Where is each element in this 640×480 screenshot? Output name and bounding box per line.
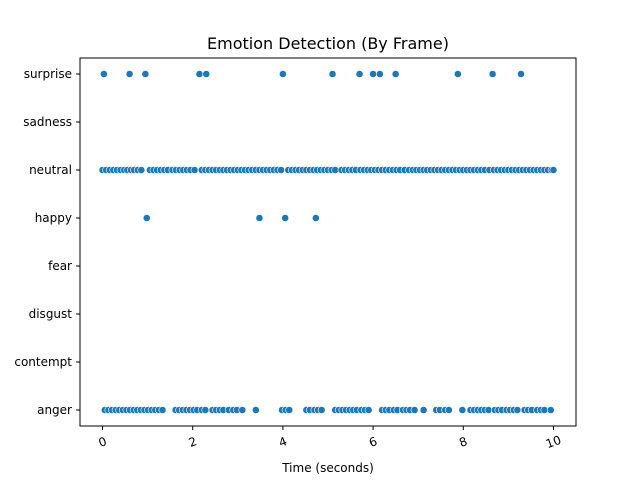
data-point-surprise [355,70,364,78]
data-point-neutral [137,166,146,174]
data-point-surprise [141,70,150,78]
data-point-anger [546,406,555,414]
data-point-happy [255,214,264,222]
y-tick-label-contempt: contempt [14,355,72,369]
data-point-surprise [517,70,525,78]
data-point-anger [410,406,419,414]
y-tick-label-sadness: sadness [23,115,72,129]
data-point-anger [444,406,453,414]
x-axis-label: Time (seconds) [281,461,374,475]
y-tick-label-fear: fear [48,259,72,273]
data-point-surprise [391,70,400,78]
plot-frame [79,57,577,427]
data-point-anger [158,406,167,414]
data-point-anger [238,406,247,414]
data-point-anger [458,406,467,414]
data-point-neutral [190,166,199,174]
x-tick-label: 6 [367,434,379,450]
data-point-neutral [277,166,286,174]
data-point-surprise [375,70,384,78]
y-tick-label-happy: happy [35,211,72,225]
data-point-surprise [369,70,377,78]
data-point-anger [513,406,522,414]
y-tick-label-surprise: surprise [24,67,72,81]
x-tick-label: 4 [277,434,289,450]
data-point-anger [201,406,210,414]
data-point-surprise [195,70,204,78]
data-point-surprise [453,70,462,78]
y-tick-label-neutral: neutral [29,163,72,177]
chart-title: Emotion Detection (By Frame) [207,34,449,53]
data-point-surprise [99,70,108,78]
data-point-anger [419,406,428,414]
y-axis: surprise sadness neutral happy fear disgust co… [14,67,80,417]
data-point-surprise [328,70,337,78]
data-point-anger [285,406,294,414]
data-point-surprise [488,70,497,78]
x-tick-label: 10 [544,433,563,451]
data-point-happy [311,214,320,222]
data-points [98,70,558,414]
x-tick-label: 0 [97,434,109,450]
y-tick-label-disgust: disgust [29,307,73,321]
data-point-surprise [125,70,134,78]
data-point-surprise [279,70,287,78]
data-point-happy [281,214,290,222]
x-axis: 0 2 4 6 8 10 [97,426,563,451]
data-point-happy [142,214,151,222]
data-point-anger [364,406,373,414]
data-point-surprise [202,70,211,78]
x-tick-label: 2 [187,434,199,450]
x-tick-label: 8 [457,434,469,450]
data-point-anger [317,406,326,414]
y-tick-label-anger: anger [37,403,72,417]
data-point-anger [251,406,260,414]
data-point-neutral [549,166,558,174]
